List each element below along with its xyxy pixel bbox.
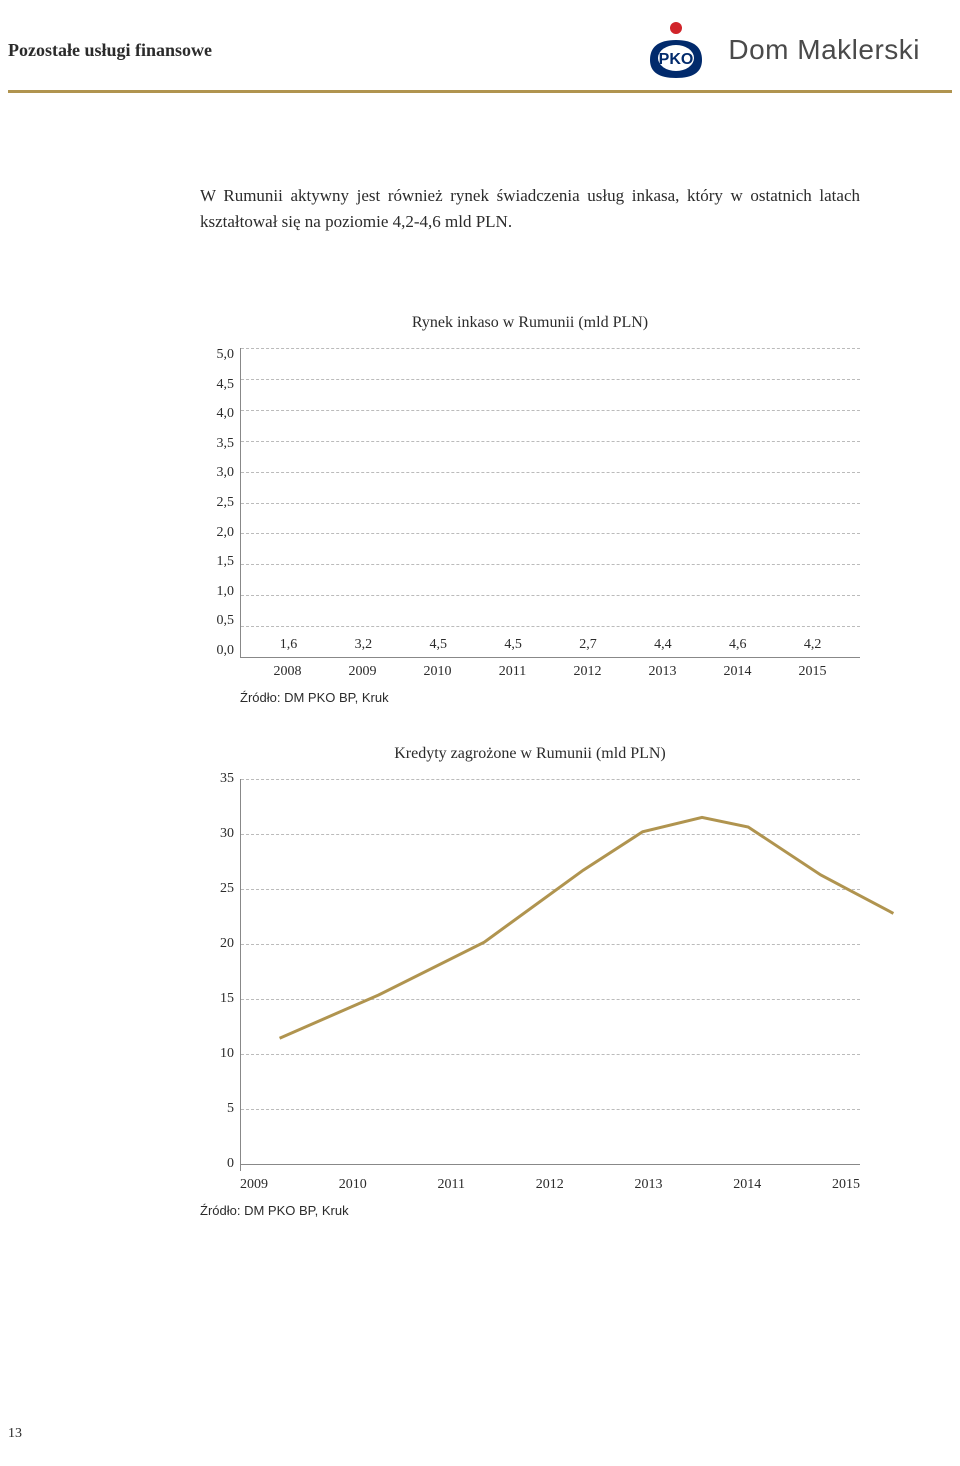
brand-text: Dom Maklerski — [728, 34, 920, 66]
line-path — [240, 779, 900, 1115]
bar-slot: 4,2 — [775, 637, 850, 657]
x-tick: 2015 — [775, 664, 850, 680]
page-number: 13 — [8, 1426, 22, 1442]
y-tick: 3,0 — [217, 466, 235, 480]
y-tick: 1,0 — [217, 585, 235, 599]
y-tick: 0,5 — [217, 614, 235, 628]
svg-text:PKO: PKO — [659, 51, 694, 68]
y-tick: 4,0 — [217, 407, 235, 421]
line-chart-title: Kredyty zagrożone w Rumunii (mld PLN) — [200, 745, 860, 763]
bar-slot: 4,6 — [700, 637, 775, 657]
bar-slot: 4,5 — [401, 637, 476, 657]
x-tick: 2013 — [634, 1177, 662, 1193]
bar-value-label: 4,4 — [654, 637, 672, 653]
bar-slot: 4,4 — [625, 637, 700, 657]
bar-slot: 3,2 — [326, 637, 401, 657]
grid-line — [241, 441, 860, 442]
bar-chart: Rynek inkaso w Rumunii (mld PLN) 5,0 4,5 4… — [200, 314, 860, 705]
grid-line — [241, 410, 860, 411]
line-chart-source: Źródło: DM PKO BP, Kruk — [200, 1203, 860, 1218]
grid-line — [241, 379, 860, 380]
x-tick: 2013 — [625, 664, 700, 680]
y-tick: 3,5 — [217, 437, 235, 451]
bar-chart-title: Rynek inkaso w Rumunii (mld PLN) — [200, 314, 860, 332]
grid-line — [241, 1164, 860, 1165]
bar-value-label: 2,7 — [579, 637, 597, 653]
x-tick: 2012 — [536, 1177, 564, 1193]
bar-x-axis: 20082009201020112012201320142015 — [240, 658, 860, 680]
y-tick: 0,0 — [217, 644, 235, 658]
line-plot: 35302520151050 — [200, 779, 860, 1171]
x-tick: 2015 — [832, 1177, 860, 1193]
section-title: Pozostałe usługi finansowe — [8, 40, 212, 61]
x-tick: 2009 — [325, 664, 400, 680]
y-tick: 0 — [200, 1157, 240, 1171]
bar-y-axis: 5,0 4,5 4,0 3,5 3,0 2,5 2,0 1,5 1,0 0,5 0,0 — [200, 348, 240, 658]
grid-line — [241, 595, 860, 596]
bar-chart-source: Źródło: DM PKO BP, Kruk — [240, 690, 860, 705]
grid-line — [241, 533, 860, 534]
y-tick: 1,5 — [217, 555, 235, 569]
x-tick: 2010 — [339, 1177, 367, 1193]
bar-slot: 4,5 — [476, 637, 551, 657]
bar-value-label: 4,5 — [429, 637, 447, 653]
bar-slot: 1,6 — [251, 637, 326, 657]
x-tick: 2014 — [700, 664, 775, 680]
bar-value-label: 4,6 — [729, 637, 747, 653]
x-tick: 2014 — [733, 1177, 761, 1193]
x-tick: 2009 — [240, 1177, 268, 1193]
logo-area: PKO Dom Maklerski — [640, 20, 920, 80]
y-tick: 2,5 — [217, 496, 235, 510]
bar-slot: 2,7 — [551, 637, 626, 657]
x-tick: 2011 — [475, 664, 550, 680]
body-paragraph: W Rumunii aktywny jest również rynek świ… — [0, 93, 960, 274]
grid-line — [241, 472, 860, 473]
grid-line — [241, 564, 860, 565]
bar-value-label: 1,6 — [280, 637, 298, 653]
grid-line — [241, 348, 860, 349]
bar-plot: 1,6 3,2 4,5 4,5 2,7 4,4 4,6 4,2 — [240, 348, 860, 658]
bar-value-label: 4,5 — [504, 637, 522, 653]
pko-logo-icon: PKO — [640, 20, 712, 80]
x-tick: 2011 — [438, 1177, 465, 1193]
line-chart: Kredyty zagrożone w Rumunii (mld PLN) 35… — [200, 745, 860, 1218]
x-tick: 2012 — [550, 664, 625, 680]
line-x-axis: 2009 2010 2011 2012 2013 2014 2015 — [240, 1171, 860, 1193]
bar-value-label: 3,2 — [355, 637, 373, 653]
x-tick: 2010 — [400, 664, 475, 680]
grid-line — [241, 626, 860, 627]
x-tick: 2008 — [250, 664, 325, 680]
y-tick: 4,5 — [217, 378, 235, 392]
bar-value-label: 4,2 — [804, 637, 822, 653]
grid-line — [241, 503, 860, 504]
y-tick: 5,0 — [217, 348, 235, 362]
y-tick: 2,0 — [217, 526, 235, 540]
